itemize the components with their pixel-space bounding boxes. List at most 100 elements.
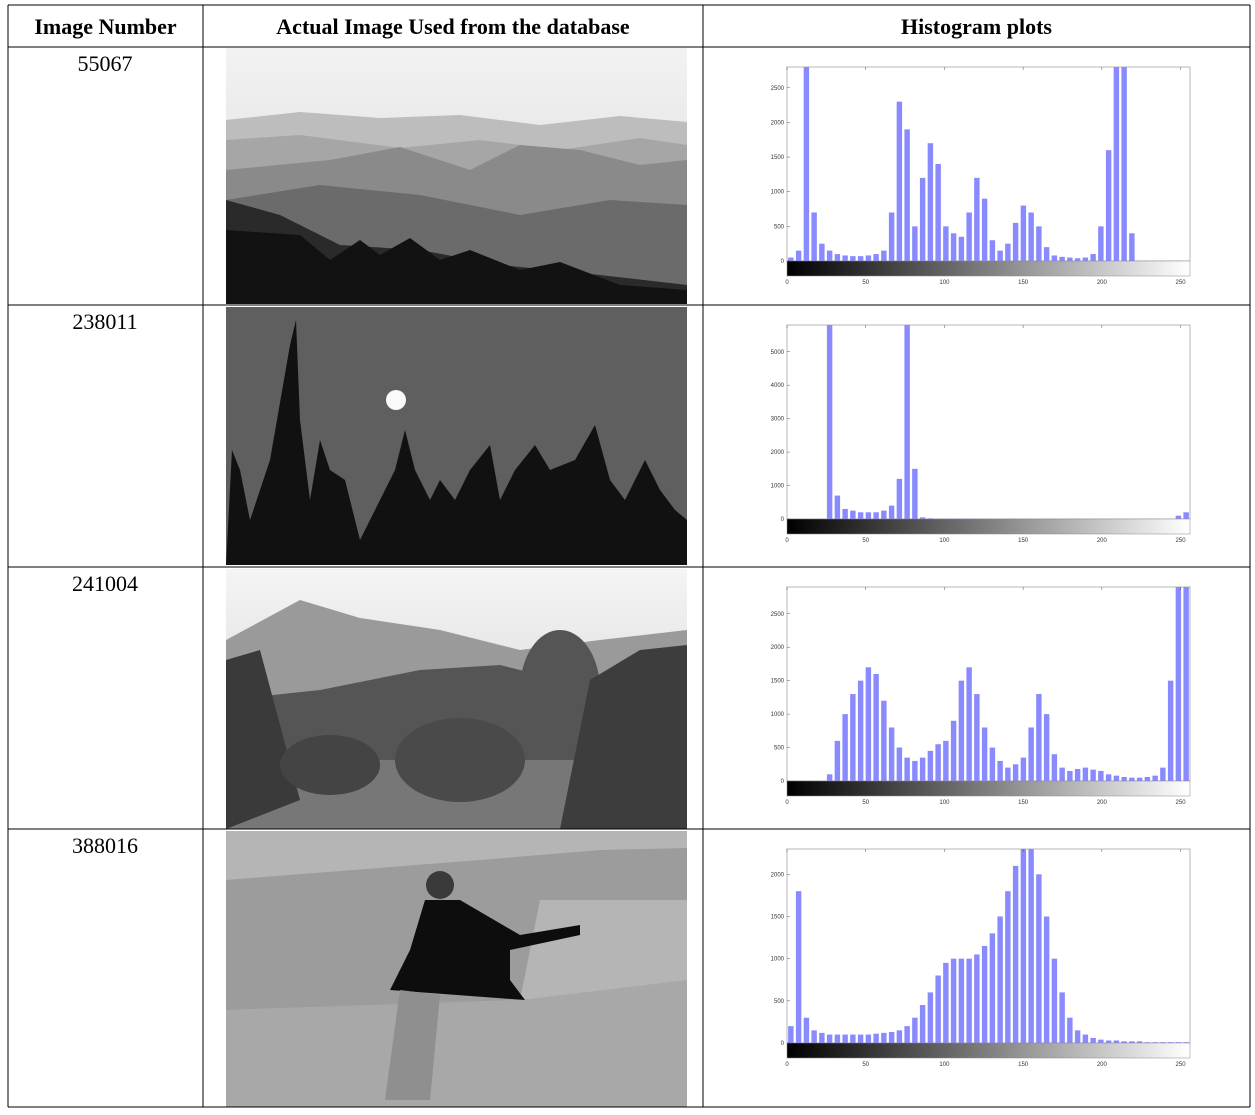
histogram-bar [889,506,894,519]
image-number: 238011 [72,309,137,334]
histogram-bar [1106,150,1111,261]
y-tick-label: 1000 [771,957,785,963]
histogram-bar [827,251,832,261]
histogram-bar [1121,777,1126,781]
header-cell: Actual Image Used from the database [276,14,630,39]
histogram-bar [889,213,894,262]
histogram-bar [982,199,987,261]
histogram-bar [804,67,809,261]
histogram-bar [842,1035,847,1043]
y-tick-label: 1500 [771,155,785,161]
histogram-bar [1044,247,1049,261]
histogram-bar [1052,255,1057,261]
histogram-bar [819,244,824,261]
histogram-bar [897,102,902,261]
histogram-bar [850,694,855,781]
histogram-bar [804,1018,809,1043]
histogram-bar [935,164,940,261]
histogram-bar [1059,257,1064,261]
histogram-bar [982,946,987,1043]
histogram-bar [858,256,863,261]
x-tick-label: 150 [1018,1062,1029,1068]
histogram-bar [873,674,878,781]
histogram-bar [904,325,909,519]
histogram-bar [866,667,871,781]
image-number: 55067 [78,51,133,76]
y-tick-label: 2500 [771,86,785,92]
histogram-bar [1083,258,1088,261]
histogram-bar [1129,233,1134,261]
histogram-bar [827,325,832,519]
histogram-bar [835,741,840,781]
y-tick-label: 1000 [771,712,785,718]
histogram-bar [866,512,871,519]
histogram-bar [1028,849,1033,1043]
image-number: 241004 [72,571,138,596]
histogram-bar [1098,1040,1103,1043]
x-tick-label: 50 [862,800,869,806]
header-cell: Histogram plots [901,14,1052,39]
histogram-bar [1075,258,1080,261]
histogram-bar [920,178,925,261]
histogram-bar [1129,1041,1134,1043]
histogram-bar [959,959,964,1043]
x-tick-label: 50 [862,1062,869,1068]
histogram-bar [1067,258,1072,261]
histogram-bar [904,758,909,781]
histogram-bar [835,1035,840,1043]
histogram-bar [873,1034,878,1043]
x-tick-label: 50 [862,280,869,286]
histogram-bar [904,1026,909,1043]
y-tick-label: 1000 [771,484,785,490]
histogram-bar [850,256,855,261]
y-tick-label: 2500 [771,612,785,618]
histogram-bar [1036,874,1041,1043]
histogram-bar [1013,866,1018,1043]
histogram-bar [1075,1030,1080,1043]
histogram-bar [1036,226,1041,261]
histogram-bar [1145,777,1150,781]
histogram-bar [889,727,894,781]
histogram-bar [990,240,995,261]
histogram-bar [788,258,793,261]
x-tick-label: 50 [862,538,869,544]
histogram-bar [866,255,871,261]
histogram-bar [966,213,971,262]
histogram-bar [1176,587,1181,781]
plot-frame [787,67,1190,261]
histogram-bar [1013,764,1018,781]
histogram-bar [920,1005,925,1043]
histogram-bar [1183,587,1188,781]
histogram-bar [866,1035,871,1043]
y-tick-label: 2000 [771,872,785,878]
y-tick-label: 1000 [771,190,785,196]
histogram-bar [1067,1018,1072,1043]
histogram-bar [1121,67,1126,261]
histogram-bar [1152,776,1157,781]
x-tick-label: 250 [1176,280,1187,286]
x-tick-label: 150 [1018,800,1029,806]
histogram-bar [827,1035,832,1043]
histogram-bar [928,992,933,1043]
histogram-bar [889,1032,894,1043]
x-tick-label: 250 [1176,538,1187,544]
histogram-bar [873,254,878,261]
y-tick-label: 2000 [771,120,785,126]
histogram-bar [897,479,902,519]
y-tick-label: 0 [781,517,785,523]
histogram-bar [1005,244,1010,261]
y-tick-label: 5000 [771,350,785,356]
histogram-bar [842,509,847,519]
x-tick-label: 100 [939,800,950,806]
x-tick-label: 0 [785,538,789,544]
x-tick-label: 0 [785,800,789,806]
y-tick-label: 500 [774,224,785,230]
histogram-bar [811,213,816,262]
histogram-bar [1114,67,1119,261]
y-tick-label: 0 [781,779,785,785]
histogram-bar [912,469,917,519]
histogram-bar [997,251,1002,261]
histogram-bar [920,758,925,781]
colorbar [787,519,1190,534]
